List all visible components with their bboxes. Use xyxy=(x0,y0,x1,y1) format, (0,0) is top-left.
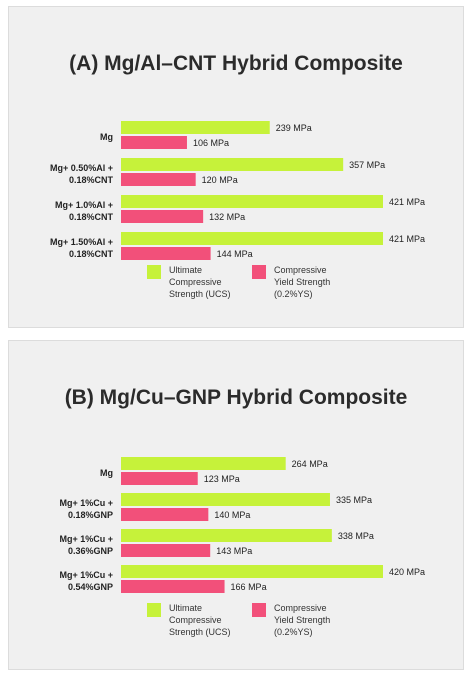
data-label: 421 MPa xyxy=(389,234,425,244)
chart-b-svg: Mg 264 MPa 123 MPa Mg+ 1%Cu + 0.18%GNP 335 MP… xyxy=(59,457,425,637)
ys-bar xyxy=(121,173,196,186)
data-label: 166 MPa xyxy=(231,582,267,592)
category-label: Mg+ 1%Cu + 0.54%GNP xyxy=(59,570,113,592)
data-label: 335 MPa xyxy=(336,495,372,505)
category-label: Mg xyxy=(100,132,113,142)
legend-entry: Compressive Yield Strength (0.2%YS) xyxy=(274,603,330,637)
category-label-line: 0.18%CNT xyxy=(69,175,114,185)
category-label-line: Mg xyxy=(100,132,113,142)
data-label: 420 MPa xyxy=(389,567,425,577)
legend-swatch-ys xyxy=(252,265,266,279)
category-label-line: Mg+ 1%Cu + xyxy=(59,534,113,544)
data-label: 143 MPa xyxy=(216,546,252,556)
data-label: 421 MPa xyxy=(389,197,425,207)
legend-entry-line: Compressive xyxy=(274,265,327,275)
ucs-bar xyxy=(121,195,383,208)
chart-a-svg: Mg 239 MPa 106 MPa Mg+ 0.50%Al + 0.18%CNT 357… xyxy=(50,121,425,299)
data-label: 239 MPa xyxy=(276,123,312,133)
legend-entry-line: Compressive xyxy=(274,603,327,613)
data-label: 120 MPa xyxy=(202,175,238,185)
data-label: 132 MPa xyxy=(209,212,245,222)
ys-bar xyxy=(121,136,187,149)
ys-bar xyxy=(121,210,204,223)
category-label: Mg+ 1%Cu + 0.18%GNP xyxy=(59,498,113,520)
ys-bar xyxy=(121,580,225,593)
legend-swatch-ys xyxy=(252,603,266,617)
category-label: Mg+ 1.0%Al + 0.18%CNT xyxy=(55,200,114,222)
data-label: 106 MPa xyxy=(193,138,229,148)
legend-entry-line: Ultimate xyxy=(169,265,202,275)
ys-bar xyxy=(121,508,209,521)
ucs-bar xyxy=(121,493,330,506)
legend-entry-line: Strength (UCS) xyxy=(169,289,231,299)
legend-entry-line: Compressive xyxy=(169,277,222,287)
category-label-line: Mg+ 1%Cu + xyxy=(59,498,113,508)
category-label-line: Mg+ 1.50%Al + xyxy=(50,237,113,247)
data-label: 123 MPa xyxy=(204,474,240,484)
chart-title-b: (B) Mg/Cu–GNP Hybrid Composite xyxy=(64,386,408,409)
legend-entry-line: Strength (UCS) xyxy=(169,627,231,637)
category-label-line: 0.18%CNT xyxy=(69,249,114,259)
ucs-bar xyxy=(121,565,383,578)
category-label: Mg+ 0.50%Al + 0.18%CNT xyxy=(50,163,114,185)
legend-entry: Compressive Yield Strength (0.2%YS) xyxy=(274,265,330,299)
legend-entry: Ultimate Compressive Strength (UCS) xyxy=(169,603,231,637)
ucs-bar xyxy=(121,529,332,542)
ys-bar xyxy=(121,544,211,557)
legend-entry-line: Ultimate xyxy=(169,603,202,613)
category-label: Mg+ 1.50%Al + 0.18%CNT xyxy=(50,237,114,259)
legend-entry-line: Yield Strength xyxy=(274,277,330,287)
category-label-line: Mg+ 1.0%Al + xyxy=(55,200,113,210)
legend-entry-line: Yield Strength xyxy=(274,615,330,625)
legend-entry-line: (0.2%YS) xyxy=(274,289,313,299)
legend-entry-line: (0.2%YS) xyxy=(274,627,313,637)
legend-entry: Ultimate Compressive Strength (UCS) xyxy=(169,265,231,299)
category-label-line: Mg+ 0.50%Al + xyxy=(50,163,113,173)
ucs-bar xyxy=(121,232,383,245)
category-label-line: 0.36%GNP xyxy=(68,546,113,556)
chart-title-a: (A) Mg/Al–CNT Hybrid Composite xyxy=(69,52,403,75)
ucs-bar xyxy=(121,158,344,171)
legend-entry-line: Compressive xyxy=(169,615,222,625)
data-label: 338 MPa xyxy=(338,531,374,541)
category-label-line: Mg+ 1%Cu + xyxy=(59,570,113,580)
data-label: 264 MPa xyxy=(292,459,328,469)
category-label-line: Mg xyxy=(100,468,113,478)
legend-swatch-ucs xyxy=(147,265,161,279)
chart-panel-b: (B) Mg/Cu–GNP Hybrid Composite Mg 264 MPa… xyxy=(8,340,464,670)
legend-swatch-ucs xyxy=(147,603,161,617)
data-label: 357 MPa xyxy=(349,160,385,170)
chart-panel-a: (A) Mg/Al–CNT Hybrid Composite Mg 239 MPa… xyxy=(8,6,464,328)
ucs-bar xyxy=(121,457,286,470)
data-label: 140 MPa xyxy=(214,510,250,520)
category-label-line: 0.18%GNP xyxy=(68,510,113,520)
ys-bar xyxy=(121,472,198,485)
category-label: Mg+ 1%Cu + 0.36%GNP xyxy=(59,534,113,556)
ys-bar xyxy=(121,247,211,260)
category-label: Mg xyxy=(100,468,113,478)
data-label: 144 MPa xyxy=(217,249,253,259)
category-label-line: 0.54%GNP xyxy=(68,582,113,592)
category-label-line: 0.18%CNT xyxy=(69,212,114,222)
ucs-bar xyxy=(121,121,270,134)
